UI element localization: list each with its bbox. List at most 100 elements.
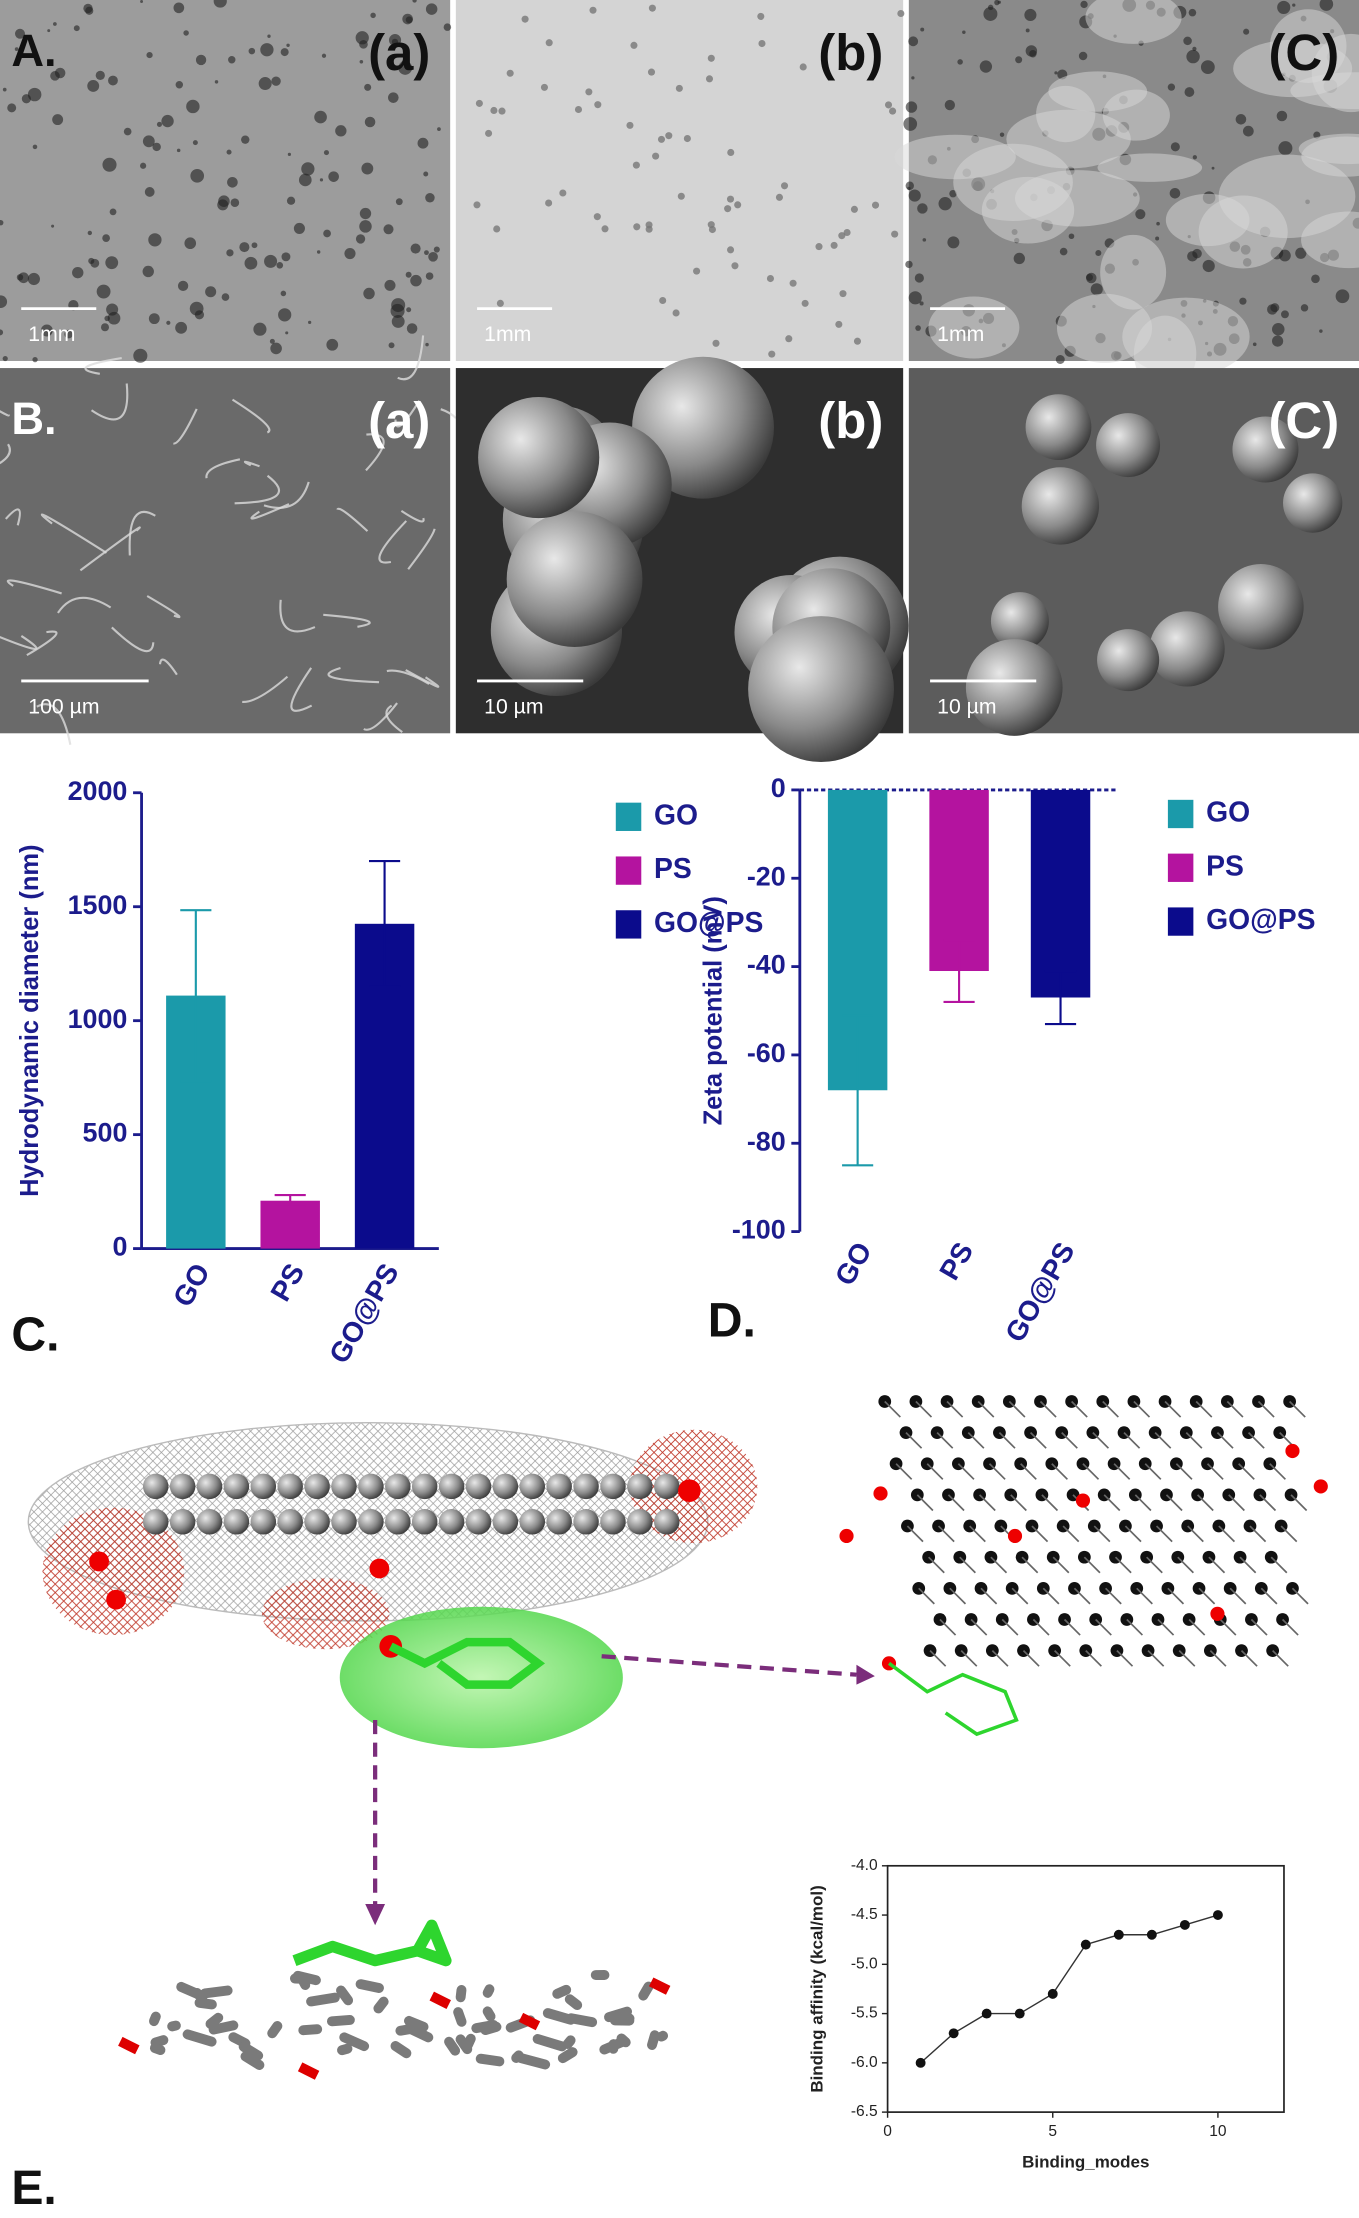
atom	[196, 1473, 223, 1500]
particle	[100, 323, 110, 332]
bond	[1041, 1494, 1059, 1512]
sheet-fold	[407, 528, 436, 570]
particle	[401, 59, 407, 66]
sphere	[1283, 473, 1343, 533]
y-tick-label: -60	[747, 1038, 786, 1068]
bond	[1083, 1556, 1101, 1574]
bond	[1272, 1650, 1289, 1667]
cloud	[981, 176, 1075, 244]
particle	[161, 114, 174, 128]
bond	[1062, 1525, 1080, 1543]
atom	[277, 1509, 303, 1535]
particle	[799, 63, 807, 71]
particle	[173, 2, 185, 14]
particle	[192, 140, 198, 146]
oxygen-stick	[118, 2036, 140, 2055]
particle	[156, 121, 163, 127]
legend-label: PS	[654, 852, 692, 884]
particle	[391, 298, 406, 313]
particle	[395, 198, 403, 206]
data-point	[981, 2008, 992, 2019]
particle	[1277, 0, 1291, 14]
bond	[946, 1400, 964, 1418]
scale-label: 100 µm	[28, 695, 99, 718]
particle	[1242, 125, 1254, 137]
atom	[196, 1509, 223, 1535]
atom	[250, 1509, 277, 1535]
atom	[546, 1509, 572, 1535]
micrograph	[894, 0, 1359, 392]
particle	[853, 337, 862, 345]
bond	[906, 1525, 924, 1543]
particle	[1054, 71, 1058, 75]
sheet-fold	[146, 595, 181, 619]
stick	[306, 1992, 340, 2007]
ligand	[292, 1919, 452, 1967]
particle	[73, 25, 80, 32]
data-point	[915, 2057, 926, 2068]
bond	[936, 1432, 954, 1449]
sheet-fold	[40, 513, 108, 554]
particle	[938, 196, 952, 211]
particle	[364, 83, 372, 91]
bond	[1239, 1556, 1257, 1574]
bond	[1092, 1432, 1110, 1449]
particle	[1252, 342, 1257, 347]
data-point	[1179, 1919, 1190, 1930]
bond	[1269, 1463, 1286, 1480]
particle	[1015, 56, 1023, 64]
stick	[647, 2030, 660, 2050]
bond	[998, 1432, 1016, 1449]
particle	[652, 152, 660, 160]
data-point	[948, 2028, 959, 2039]
particle	[1276, 110, 1288, 122]
sphere	[1218, 564, 1304, 650]
oxygen	[839, 1528, 854, 1544]
bond	[1010, 1494, 1027, 1512]
sheet-fold	[400, 509, 425, 523]
particle	[601, 225, 609, 233]
panel-tag: (b)	[818, 24, 883, 81]
oxygen	[1313, 1479, 1328, 1494]
sheet-fold	[6, 579, 62, 595]
particle	[260, 43, 274, 57]
particle	[1187, 251, 1198, 262]
particle	[594, 101, 602, 109]
particle	[789, 279, 797, 287]
sphere	[1096, 413, 1161, 478]
particle	[838, 232, 846, 240]
stick	[339, 2032, 370, 2052]
particle	[87, 230, 93, 236]
bond	[1290, 1494, 1308, 1512]
cloud	[1301, 211, 1359, 269]
scale-label: 1mm	[484, 323, 531, 346]
atom	[223, 1509, 250, 1535]
bond	[979, 1494, 996, 1512]
particle	[1272, 335, 1284, 347]
bond	[1238, 1463, 1255, 1480]
particle	[757, 12, 765, 20]
particle	[891, 230, 899, 238]
particle	[355, 234, 366, 244]
particle	[286, 43, 290, 47]
bond	[1229, 1587, 1247, 1605]
stick	[542, 2008, 576, 2025]
particle	[52, 114, 64, 126]
particle	[1029, 50, 1037, 58]
particle	[105, 256, 119, 270]
particle	[364, 116, 376, 128]
bond	[884, 1400, 901, 1418]
stick	[656, 2030, 669, 2042]
particle	[64, 329, 73, 339]
particle	[140, 0, 144, 3]
particle	[316, 250, 321, 254]
particle	[175, 81, 184, 89]
stick	[176, 1981, 206, 2001]
y-tick-label: 1500	[68, 890, 128, 920]
particle	[184, 237, 197, 250]
sphere	[990, 592, 1049, 651]
sheet-fold	[397, 335, 425, 381]
x-tick-label: 10	[1209, 2123, 1227, 2140]
particle	[335, 125, 347, 137]
particle	[1267, 304, 1278, 315]
